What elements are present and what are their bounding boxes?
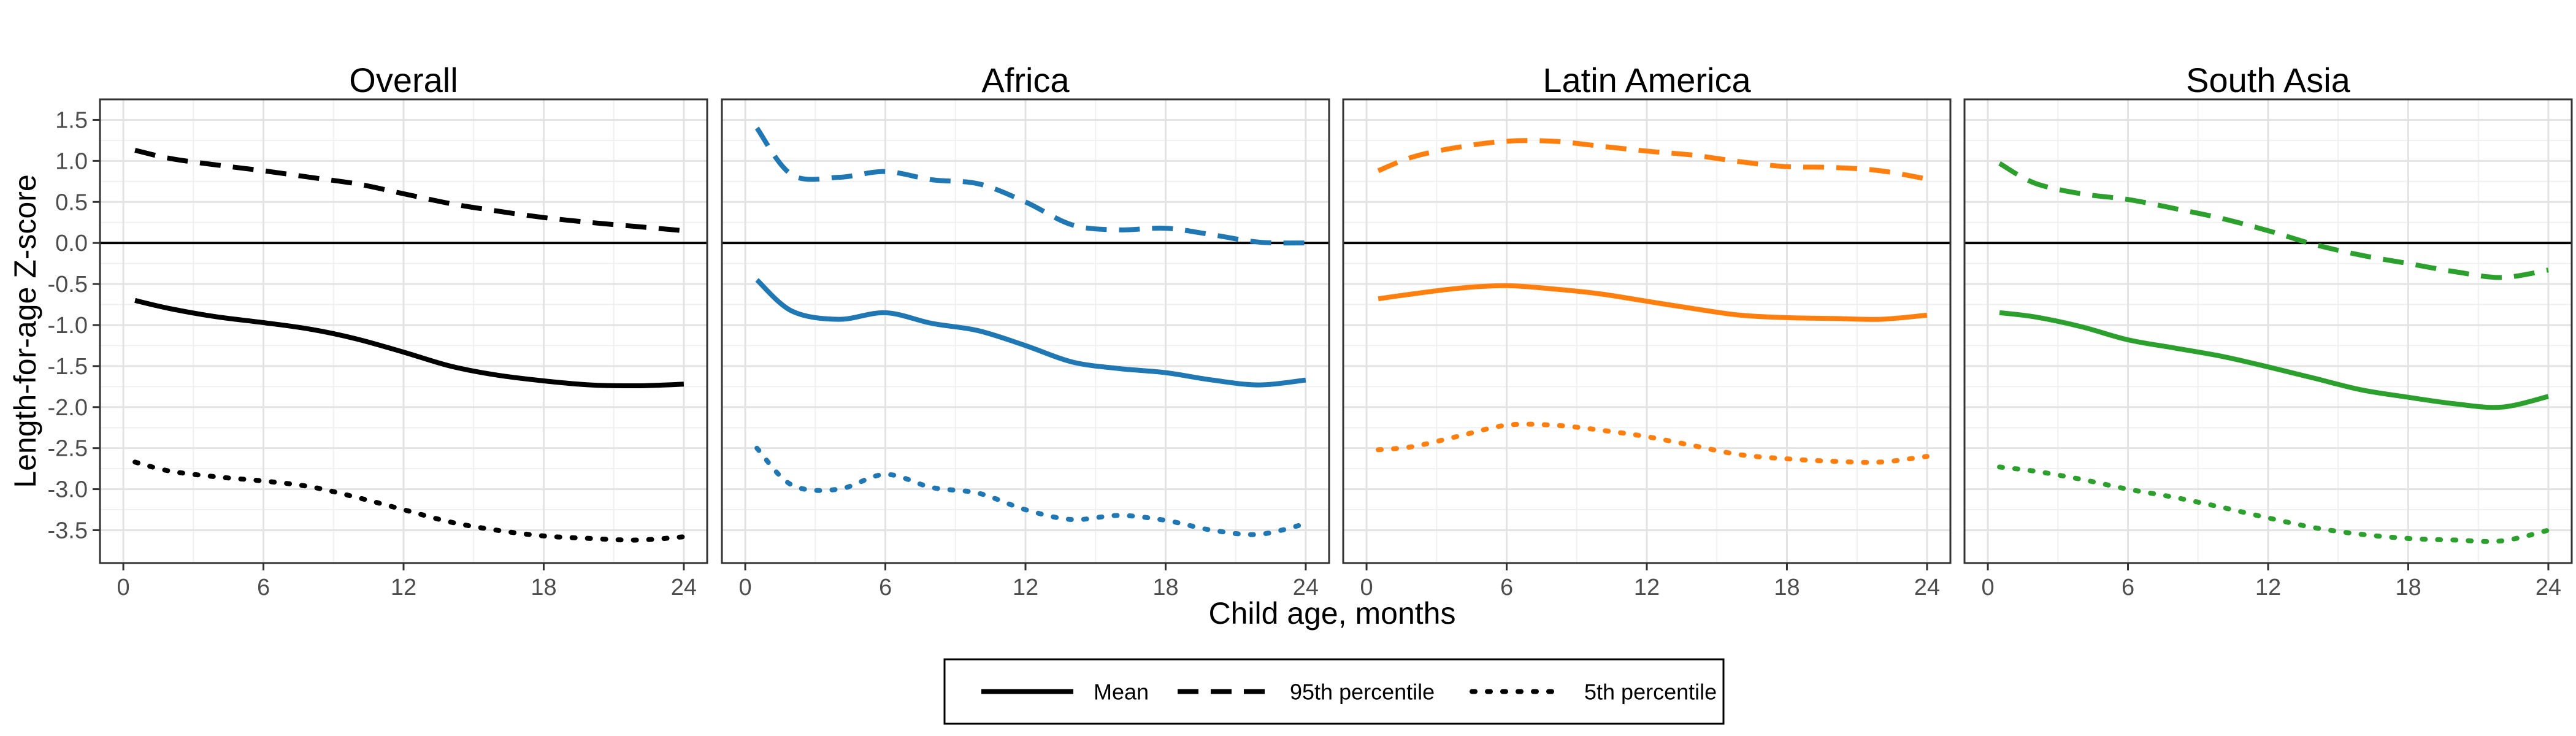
- legend: Mean 95th percentile 5th percentile: [943, 658, 1725, 725]
- panel-title: Latin America: [1543, 61, 1751, 99]
- x-axis-title: Child age, months: [1208, 596, 1455, 631]
- x-tick-label: 24: [1914, 575, 1940, 600]
- y-tick-label: 1.0: [55, 148, 88, 174]
- series-line-dotted: [1997, 464, 2551, 544]
- y-tick-label: -2.5: [48, 436, 88, 462]
- legend-label: 5th percentile: [1584, 680, 1717, 705]
- panel-title: Overall: [349, 61, 458, 99]
- series-line-solid: [1378, 283, 1928, 322]
- y-tick-label: -3.5: [48, 518, 88, 543]
- legend-label: 95th percentile: [1290, 680, 1435, 705]
- series-line-solid: [1999, 310, 2549, 410]
- x-tick-label: 18: [2395, 575, 2421, 600]
- x-tick-label: 6: [257, 575, 270, 600]
- panel-overall: Overall 0 6 12 18 24 1.5 1.0 0.5 0.0 -0.5 -1.0 -1.5 -…: [48, 61, 708, 600]
- x-tick-label: 24: [2536, 575, 2561, 600]
- x-tick-label: 6: [2122, 575, 2134, 600]
- y-tick-label: 1.5: [55, 107, 88, 133]
- x-tick-label: 18: [531, 575, 556, 600]
- series-line-dashed: [1998, 161, 2549, 280]
- series-line-dashed: [1377, 138, 1928, 182]
- series-line-dotted: [132, 459, 686, 543]
- panels-layer: Overall 0 6 12 18 24 1.5 1.0 0.5 0.0 -0.5 -1.0 -1.5 -…: [48, 61, 2573, 600]
- y-tick-label: -2.0: [48, 395, 88, 421]
- y-tick-label: 0.0: [55, 231, 88, 256]
- x-tick-label: 12: [2255, 575, 2281, 600]
- y-tick-label: -1.5: [48, 354, 88, 380]
- series-line-dashed: [134, 148, 684, 234]
- x-tick-label: 18: [1152, 575, 1178, 600]
- series-line-solid: [134, 297, 684, 389]
- x-tick-label: 24: [1293, 575, 1319, 600]
- y-axis-title: Length-for-age Z-score: [8, 174, 42, 488]
- x-tick-label: 0: [1360, 575, 1373, 600]
- x-tick-label: 12: [1634, 575, 1660, 600]
- legend-box: [943, 658, 1725, 725]
- panel-title: Africa: [981, 61, 1070, 99]
- panel-latin-america: Latin America 0 6 12 18 24: [1342, 61, 1952, 600]
- panel-africa: Africa 0 6 12 18 24: [721, 61, 1330, 600]
- legend-label: Mean: [1094, 680, 1149, 705]
- y-tick-label: -1.0: [48, 313, 88, 339]
- panel-title: South Asia: [2186, 61, 2351, 99]
- x-tick-label: 6: [879, 575, 892, 600]
- series-line-solid: [755, 278, 1306, 388]
- y-tick-label: -3.0: [48, 477, 88, 503]
- series-line-dashed: [754, 126, 1306, 246]
- x-tick-label: 18: [1774, 575, 1800, 600]
- x-tick-label: 24: [671, 575, 697, 600]
- x-tick-label: 6: [1500, 575, 1513, 600]
- x-tick-label: 0: [117, 575, 130, 600]
- x-tick-label: 12: [1013, 575, 1038, 600]
- series-line-dotted: [1376, 421, 1930, 465]
- y-tick-label: 0.5: [55, 190, 88, 215]
- y-tick-label: -0.5: [48, 272, 88, 297]
- x-tick-label: 0: [1982, 575, 1995, 600]
- x-tick-label: 0: [739, 575, 752, 600]
- panel-south-asia: South Asia 0 6 12 18 24: [1963, 61, 2573, 600]
- x-tick-label: 12: [391, 575, 416, 600]
